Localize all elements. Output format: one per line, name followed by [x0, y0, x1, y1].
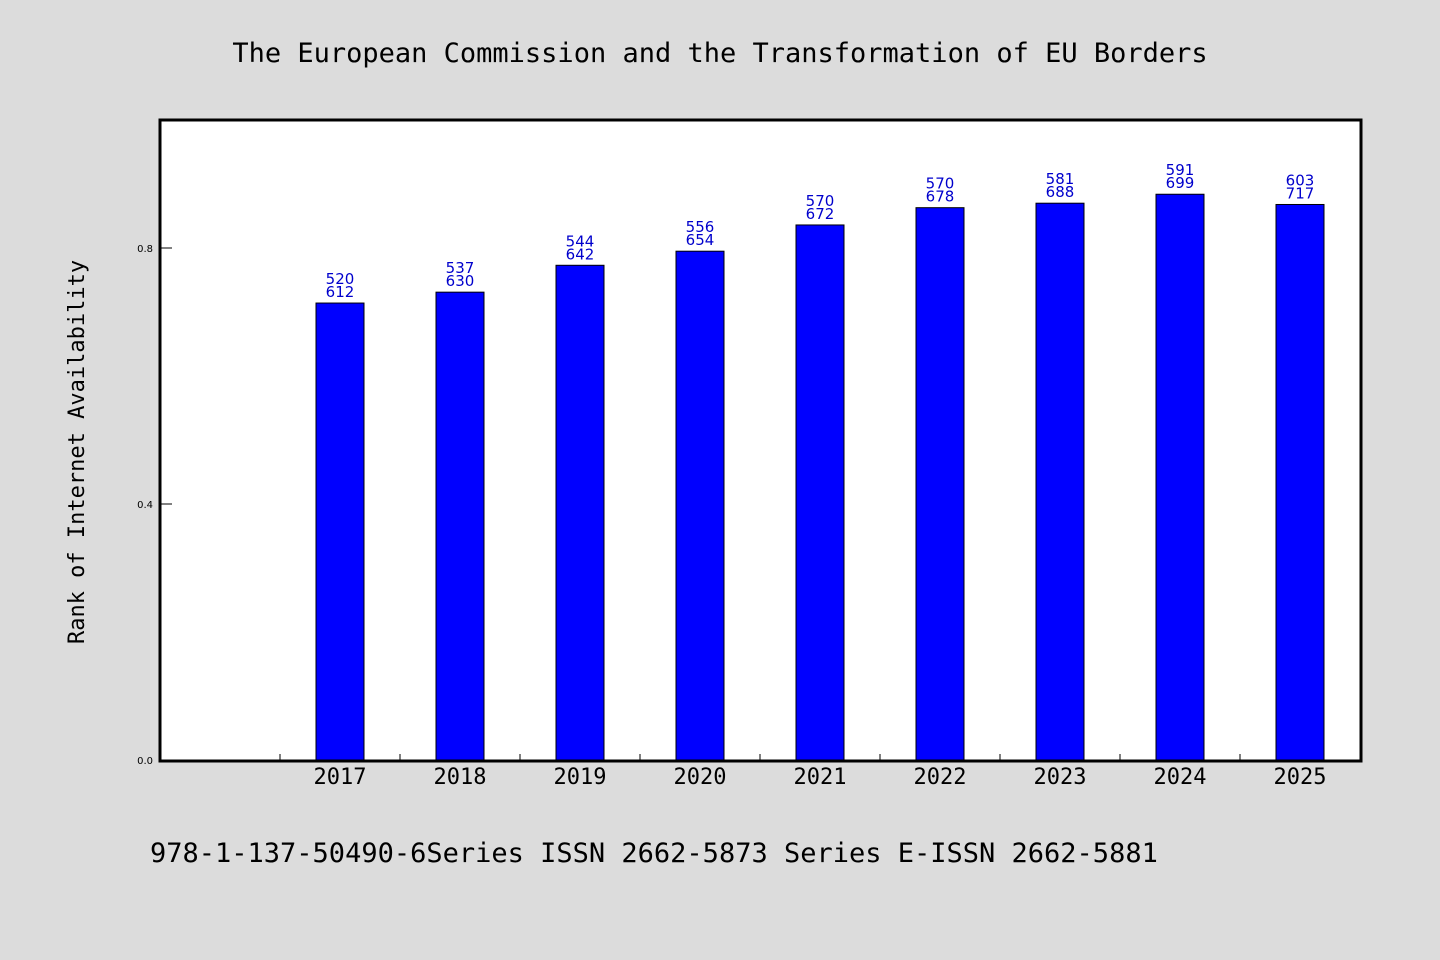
- y-tick-label: 0.8: [137, 244, 153, 255]
- bar: [1035, 202, 1085, 761]
- bar-data-label-top: 570: [806, 192, 835, 210]
- y-axis-label: Rank of Internet Availability: [65, 260, 90, 644]
- chart-title: The European Commission and the Transfor…: [232, 38, 1207, 69]
- bar: [555, 264, 605, 761]
- x-tick-label: 2022: [914, 765, 967, 790]
- bar: [1275, 203, 1325, 761]
- bar: [675, 250, 725, 761]
- bar-data-label-bottom: 717: [1286, 184, 1315, 202]
- bar-data-label-top: 520: [326, 270, 355, 288]
- bar-data-label-bottom: 672: [806, 205, 835, 223]
- bar-data-label-bottom: 612: [326, 283, 355, 301]
- bar-data-label-top: 556: [686, 218, 715, 236]
- bar-data-label-top: 537: [446, 259, 475, 277]
- bar-data-label-bottom: 678: [926, 188, 955, 206]
- bar: [315, 302, 365, 761]
- x-tick-label: 2025: [1274, 765, 1327, 790]
- bar-data-label-top: 581: [1046, 170, 1075, 188]
- y-tick-label: 0.4: [137, 500, 153, 511]
- bar-data-label-bottom: 688: [1046, 183, 1075, 201]
- x-tick-label: 2017: [314, 765, 367, 790]
- bar-data-label-bottom: 654: [686, 231, 715, 249]
- y-axis: 0.0 0.4 0.8: [137, 244, 172, 767]
- bar-data-label-bottom: 642: [566, 245, 595, 263]
- bar-data-label-top: 544: [566, 232, 595, 250]
- bar: [915, 207, 965, 761]
- bar-labels-group: 5206125376305446425566545706725706785816…: [326, 161, 1315, 301]
- bar: [795, 224, 845, 761]
- bar-data-label-top: 570: [926, 175, 955, 193]
- x-tick-label: 2023: [1034, 765, 1087, 790]
- bar: [1155, 193, 1205, 761]
- x-tick-label: 2018: [434, 765, 487, 790]
- footer-isbn-text: 978-1-137-50490-6Series ISSN 2662-5873 S…: [150, 838, 1158, 869]
- bar-data-label-bottom: 699: [1166, 174, 1195, 192]
- x-tick-label: 2020: [674, 765, 727, 790]
- x-tick-label: 2021: [794, 765, 847, 790]
- bar-data-label-top: 591: [1166, 161, 1195, 179]
- bars-group: [315, 193, 1325, 761]
- x-tick-label: 2019: [554, 765, 607, 790]
- x-axis: 2017 2018 2019 2020 2021 2022 2023 2024 2025: [279, 754, 1327, 790]
- x-tick-label: 2024: [1154, 765, 1207, 790]
- bar-data-label-bottom: 630: [446, 272, 475, 290]
- y-tick-label: 0.0: [137, 756, 153, 767]
- bar: [435, 291, 485, 761]
- bar-data-label-top: 603: [1286, 171, 1315, 189]
